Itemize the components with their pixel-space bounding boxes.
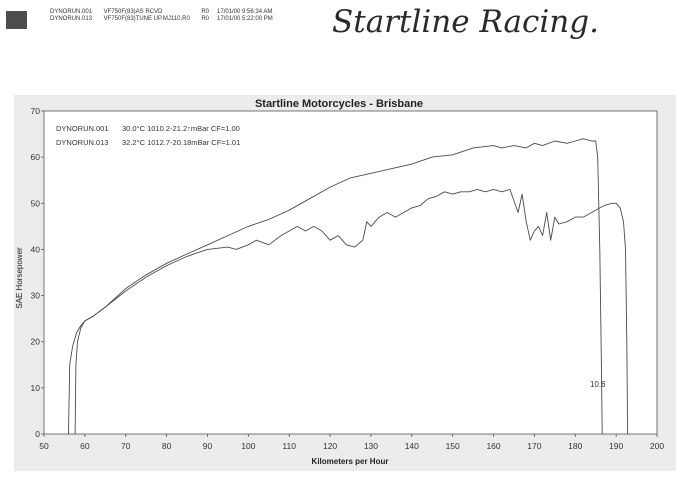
y-tick-label: 0: [35, 429, 40, 439]
x-tick-label: 110: [282, 441, 296, 451]
legend-conditions: 30.0°C 1010.2-21.2↑mBar CF=1.00: [122, 124, 240, 133]
x-tick-label: 190: [609, 441, 623, 451]
x-tick-label: 100: [241, 441, 255, 451]
series-line-dynorun-013: [68, 138, 603, 435]
x-tick-label: 150: [446, 441, 460, 451]
run-datetime: 17/01/00 9:56:34 AM: [217, 9, 273, 15]
legend-run: DYNORUN.001: [56, 124, 109, 133]
x-tick-label: 130: [364, 441, 378, 451]
x-tick-label: 140: [405, 441, 419, 451]
y-tick-label: 20: [31, 337, 41, 347]
series-line-dynorun-001: [74, 188, 629, 435]
run-desc: VF750F(83)AS RCVD: [103, 9, 163, 15]
y-tick-label: 30: [31, 291, 41, 301]
y-axis-label: SAE Horsepower: [15, 247, 24, 309]
run-code: R0: [201, 16, 210, 22]
run-info-row: DYNORUN.013 VF750F(83)TUNE UP.MJ110.R0 R…: [50, 16, 273, 23]
x-tick-label: 170: [527, 441, 541, 451]
series-lines: [68, 138, 629, 435]
x-tick-label: 70: [121, 441, 131, 451]
x-tick-label: 80: [162, 441, 172, 451]
run-desc: VF750F(83)TUNE UP.MJ110.R0: [103, 16, 190, 22]
legend-conditions: 32.2°C 1012.7-20.18mBar CF=1.01: [122, 138, 240, 147]
color-swatch: [6, 11, 27, 29]
logo-text: Startline Racing.: [332, 4, 599, 40]
x-tick-label: 90: [203, 441, 213, 451]
run-info-header: DYNORUN.001 VF750F(83)AS RCVD R0 17/01/0…: [50, 9, 273, 23]
plot-area: [43, 110, 658, 435]
annotation-label: 10.6: [590, 380, 606, 389]
x-tick-label: 60: [80, 441, 90, 451]
y-tick-label: 60: [31, 152, 41, 162]
x-tick-label: 200: [650, 441, 664, 451]
y-tick-label: 10: [31, 383, 41, 393]
legend-run: DYNORUN.013: [56, 138, 109, 147]
axis-ticks: 50 60 70 80 90 100 110 120 130 140 150 160 170 180 190…: [31, 106, 665, 451]
x-tick-label: 180: [568, 441, 582, 451]
y-tick-label: 40: [31, 244, 41, 254]
x-tick-label: 160: [486, 441, 500, 451]
run-file: DYNORUN.001: [50, 9, 93, 15]
legend: DYNORUN.001 30.0°C 1010.2-21.2↑mBar CF=1.…: [56, 124, 240, 147]
run-code: R0: [201, 9, 210, 15]
x-tick-label: 120: [323, 441, 337, 451]
run-datetime: 17/01/00 5:22:00 PM: [217, 16, 273, 22]
chart-title: Startline Motorcycles - Brisbane: [255, 98, 423, 110]
annotations: 10.6: [590, 380, 606, 389]
x-axis-label: Kilometers per Hour: [312, 457, 389, 466]
startline-racing-logo: Startline Racing.: [332, 4, 599, 40]
y-tick-label: 50: [31, 198, 41, 208]
run-info-row: DYNORUN.001 VF750F(83)AS RCVD R0 17/01/0…: [50, 9, 273, 16]
run-file: DYNORUN.013: [50, 16, 93, 22]
x-tick-label: 50: [39, 441, 49, 451]
y-tick-label: 70: [31, 106, 41, 116]
